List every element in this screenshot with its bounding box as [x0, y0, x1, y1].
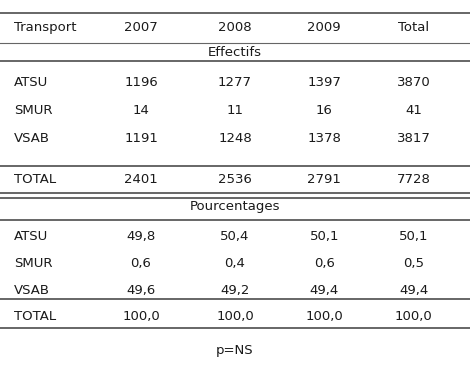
Text: 3870: 3870 — [397, 76, 431, 89]
Text: 1378: 1378 — [307, 132, 341, 145]
Text: VSAB: VSAB — [14, 132, 50, 145]
Text: ATSU: ATSU — [14, 76, 48, 89]
Text: 3817: 3817 — [397, 132, 431, 145]
Text: 1248: 1248 — [218, 132, 252, 145]
Text: 1196: 1196 — [124, 76, 158, 89]
Text: 11: 11 — [227, 104, 243, 117]
Text: 0,6: 0,6 — [314, 257, 335, 269]
Text: VSAB: VSAB — [14, 284, 50, 296]
Text: TOTAL: TOTAL — [14, 173, 56, 186]
Text: Total: Total — [398, 21, 429, 34]
Text: 1397: 1397 — [307, 76, 341, 89]
Text: p=NS: p=NS — [216, 344, 254, 357]
Text: 49,6: 49,6 — [126, 284, 156, 296]
Text: Effectifs: Effectifs — [208, 46, 262, 58]
Text: 0,4: 0,4 — [225, 257, 245, 269]
Text: 2008: 2008 — [218, 21, 252, 34]
Text: 0,5: 0,5 — [403, 257, 424, 269]
Text: 1277: 1277 — [218, 76, 252, 89]
Text: Pourcentages: Pourcentages — [190, 201, 280, 213]
Text: SMUR: SMUR — [14, 257, 53, 269]
Text: 2009: 2009 — [307, 21, 341, 34]
Text: 7728: 7728 — [397, 173, 431, 186]
Text: SMUR: SMUR — [14, 104, 53, 117]
Text: 2007: 2007 — [124, 21, 158, 34]
Text: 0,6: 0,6 — [131, 257, 151, 269]
Text: 2401: 2401 — [124, 173, 158, 186]
Text: 49,4: 49,4 — [310, 284, 339, 296]
Text: ATSU: ATSU — [14, 230, 48, 243]
Text: 14: 14 — [133, 104, 149, 117]
Text: 100,0: 100,0 — [122, 311, 160, 323]
Text: TOTAL: TOTAL — [14, 311, 56, 323]
Text: 49,8: 49,8 — [126, 230, 156, 243]
Text: 16: 16 — [316, 104, 333, 117]
Text: 100,0: 100,0 — [216, 311, 254, 323]
Text: 1191: 1191 — [124, 132, 158, 145]
Text: 49,2: 49,2 — [220, 284, 250, 296]
Text: 50,4: 50,4 — [220, 230, 250, 243]
Text: 50,1: 50,1 — [399, 230, 428, 243]
Text: 41: 41 — [405, 104, 422, 117]
Text: 2791: 2791 — [307, 173, 341, 186]
Text: 2536: 2536 — [218, 173, 252, 186]
Text: 100,0: 100,0 — [306, 311, 343, 323]
Text: 100,0: 100,0 — [395, 311, 432, 323]
Text: 49,4: 49,4 — [399, 284, 428, 296]
Text: 50,1: 50,1 — [310, 230, 339, 243]
Text: Transport: Transport — [14, 21, 77, 34]
